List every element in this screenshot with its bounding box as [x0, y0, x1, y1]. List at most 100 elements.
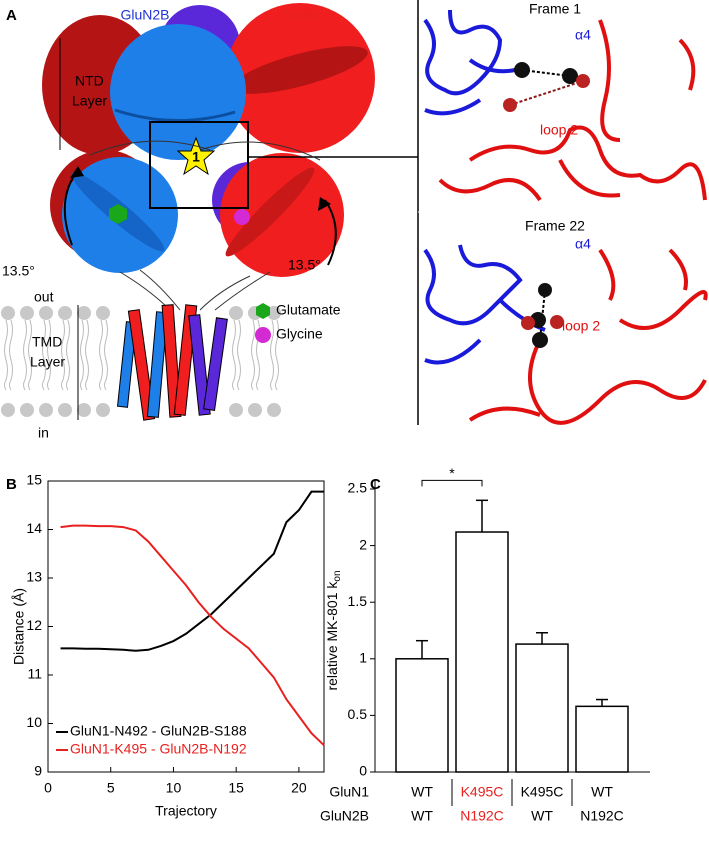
protein-chain [423, 9, 516, 116]
atom [521, 316, 535, 330]
x-tick-label: 15 [228, 780, 244, 796]
star-label: 1 [192, 149, 200, 165]
y-tick-label: 9 [34, 763, 42, 779]
helix-label: α4 [575, 27, 591, 43]
rotation-arrow [324, 199, 337, 266]
y-tick-label: 2.5 [348, 480, 368, 496]
helix [203, 317, 228, 411]
x-tick-label: 0 [44, 780, 52, 796]
star [176, 136, 216, 176]
lipid-tail [23, 319, 27, 391]
y-tick-label: 12 [26, 617, 42, 633]
protein-chain [438, 19, 707, 202]
lipid-head [77, 306, 91, 320]
lipid-head [39, 403, 53, 417]
legend-marker [255, 327, 271, 343]
lipid-head [267, 306, 281, 320]
arrow-head [318, 197, 331, 211]
category-label: WT [591, 784, 613, 800]
helix [188, 314, 211, 416]
frame-title: Frame 22 [525, 218, 585, 234]
atom [503, 98, 517, 112]
linker [119, 269, 271, 311]
category-label: N192C [460, 808, 504, 824]
y-tick-label: 15 [26, 472, 42, 488]
lipid-head [58, 306, 72, 320]
panel-label: B [6, 476, 17, 493]
lipid-head [58, 403, 72, 417]
lipid-head [248, 403, 262, 417]
y-tick-label: 11 [27, 666, 42, 682]
angle-label: 13.5° [288, 257, 321, 273]
category-label: WT [531, 808, 553, 824]
glycine-marker [234, 209, 250, 225]
subunit-label: GluN2B [120, 7, 169, 23]
y-axis-label-text: relative MK-801 k [324, 581, 340, 691]
zoom-box [149, 121, 249, 209]
lipid-tail [104, 319, 108, 391]
lbd-lobe [220, 153, 344, 277]
x-axis-label: Trajectory [155, 803, 217, 819]
lipid-head [1, 306, 15, 320]
lipid-head [1, 403, 15, 417]
legend-label: Glycine [276, 326, 323, 342]
lbd-cleft [225, 167, 315, 257]
lipid-head [39, 306, 53, 320]
ntd-label: Layer [72, 93, 107, 109]
panel-label: A [6, 7, 17, 24]
lipid-tail [28, 319, 32, 391]
significance-label: * [449, 465, 455, 481]
y-tick-label: 0.5 [348, 706, 368, 722]
ntd-lobe [110, 24, 246, 160]
membrane [1, 306, 281, 417]
lipid-tail [9, 319, 13, 391]
category-label: WT [411, 808, 433, 824]
lipid-head [229, 306, 243, 320]
atom [532, 332, 548, 348]
atom [576, 74, 590, 88]
atom [550, 315, 564, 329]
lipid-head [96, 403, 110, 417]
bar [455, 531, 509, 773]
protein-chain [468, 248, 708, 425]
lipid-head [96, 306, 110, 320]
tmd-label: Layer [30, 354, 65, 370]
subunit-label: GluN1 [280, 7, 320, 23]
arrow-head [70, 166, 84, 178]
legend-marker [256, 303, 270, 319]
loop-label: loop 2 [540, 122, 578, 138]
y-tick-label: 1 [359, 650, 367, 666]
lipid-tail [61, 319, 65, 391]
row-label: GluN2B [320, 808, 369, 824]
ntd-cleft [232, 46, 368, 94]
glutamate-marker [109, 204, 127, 224]
angle-label: 13.5° [2, 263, 35, 279]
row-label: GluN1 [329, 784, 369, 800]
distance [509, 81, 581, 106]
lipid-tail [47, 319, 51, 391]
category-label: K495C [521, 784, 564, 800]
line [60, 524, 325, 747]
lipid-head [229, 403, 243, 417]
loop-label: loop 2 [562, 318, 600, 334]
lipid-tail [4, 319, 8, 391]
bar [515, 643, 569, 773]
y-tick-label: 10 [26, 714, 42, 730]
x-tick-label: 5 [107, 780, 115, 796]
bar [575, 705, 629, 773]
lipid-tail [251, 319, 255, 391]
y-tick-label: 1.5 [348, 593, 368, 609]
protein-chain [423, 244, 546, 365]
lipid-head [20, 403, 34, 417]
helix-label: α4 [575, 236, 591, 252]
y-tick-label: 2 [359, 536, 367, 552]
distance [521, 69, 571, 77]
legend-label: GluN1-N492 - GluN2B-S188 [70, 723, 247, 739]
lipid-tail [99, 319, 103, 391]
y-axis-label-subscript: on [332, 570, 343, 581]
significance-bracket [421, 479, 483, 487]
y-axis-label: Distance (Å) [11, 588, 27, 665]
lipid-head [77, 403, 91, 417]
category-label: K495C [461, 784, 504, 800]
